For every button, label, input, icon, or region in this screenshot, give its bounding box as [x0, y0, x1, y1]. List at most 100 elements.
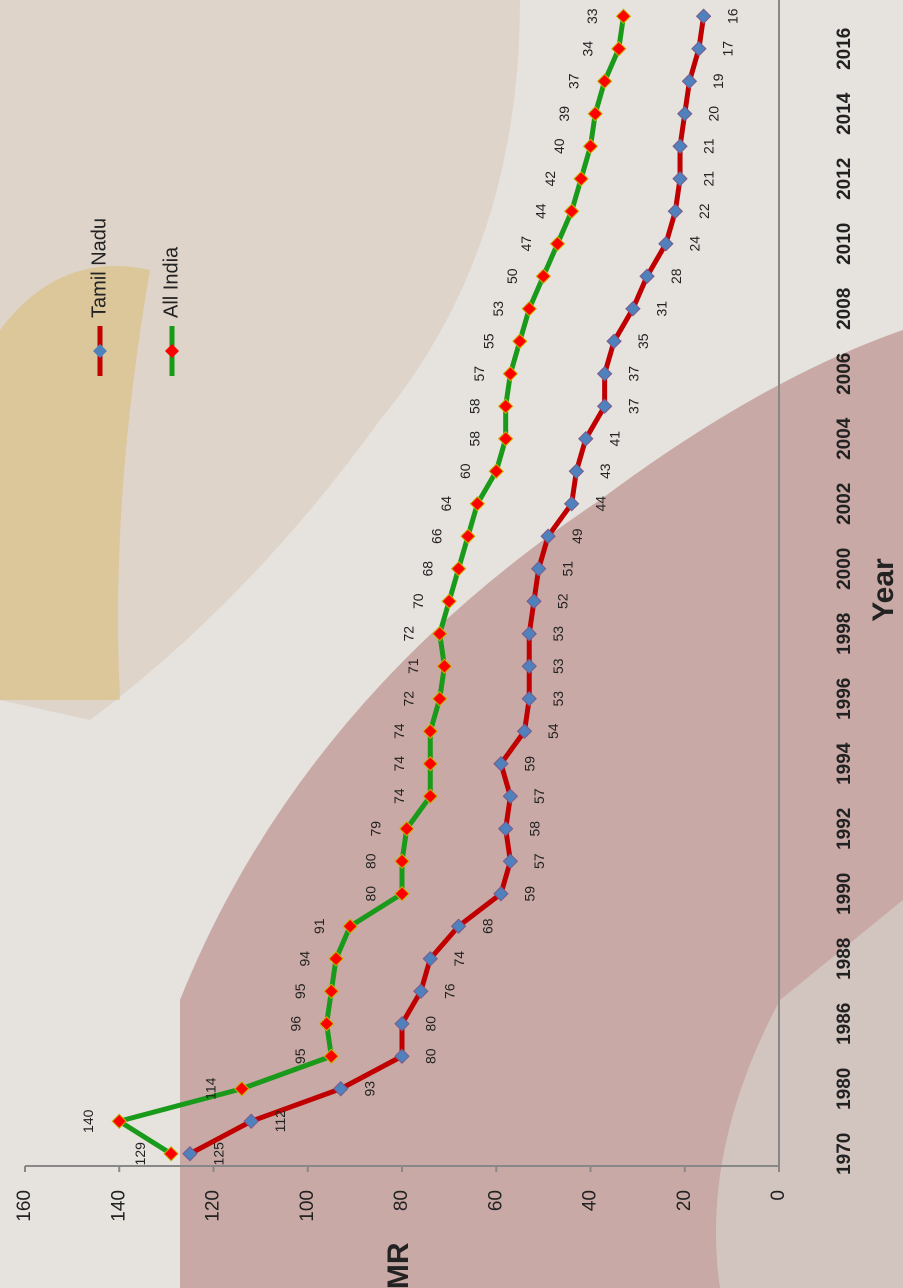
- data-point: [681, 73, 698, 89]
- x-tick-label: 1980: [834, 1068, 855, 1110]
- data-point: [667, 203, 684, 219]
- data-point: [691, 41, 707, 57]
- data-label: 58: [526, 821, 542, 837]
- data-label: 52: [555, 593, 571, 609]
- data-point: [596, 366, 613, 382]
- y-tick-label: 120: [203, 1190, 224, 1222]
- x-tick-label: 2004: [834, 417, 855, 460]
- data-label: 74: [451, 951, 467, 967]
- data-label: 20: [705, 106, 721, 122]
- data-label: 53: [490, 301, 506, 317]
- data-point: [441, 593, 457, 609]
- data-label: 112: [272, 1110, 288, 1133]
- data-label: 31: [654, 301, 670, 317]
- data-point: [563, 496, 580, 512]
- data-label: 76: [442, 983, 458, 999]
- x-tick-label: 2010: [834, 223, 855, 265]
- data-point: [502, 788, 519, 804]
- data-label: 41: [606, 431, 622, 447]
- data-label: 44: [592, 496, 608, 512]
- data-point: [394, 886, 410, 902]
- data-point: [436, 658, 453, 674]
- data-label: 16: [724, 8, 740, 24]
- x-tick-label: 2000: [834, 548, 855, 590]
- x-tick-label: 2008: [834, 288, 855, 330]
- data-point: [318, 1016, 335, 1032]
- data-point: [422, 756, 438, 772]
- data-label: 51: [559, 561, 575, 577]
- data-label: 68: [479, 918, 495, 934]
- data-label: 129: [132, 1142, 148, 1166]
- data-label: 64: [438, 496, 454, 512]
- x-tick-label: 1998: [834, 613, 855, 655]
- data-label: 17: [720, 41, 736, 57]
- data-point: [677, 106, 693, 122]
- data-label: 47: [518, 236, 534, 252]
- data-point: [530, 561, 547, 577]
- data-label: 42: [542, 171, 558, 187]
- data-point: [672, 171, 688, 187]
- x-tick-label: 2006: [834, 353, 855, 395]
- data-point: [493, 756, 509, 772]
- data-point: [328, 951, 344, 967]
- data-point: [502, 366, 519, 382]
- data-label: 58: [466, 398, 482, 414]
- data-point: [625, 301, 641, 317]
- data-point: [568, 463, 585, 479]
- data-point: [431, 626, 448, 642]
- data-label: 33: [584, 8, 600, 24]
- data-point: [596, 398, 613, 414]
- background-shape: [716, 900, 903, 1288]
- data-label: 22: [696, 203, 712, 219]
- data-point: [563, 203, 580, 219]
- data-point: [639, 268, 655, 284]
- data-label: 57: [471, 366, 487, 382]
- data-point: [394, 853, 410, 869]
- data-label: 37: [625, 366, 641, 382]
- data-label: 37: [565, 73, 581, 89]
- legend-marker: [165, 344, 179, 358]
- data-label: 35: [635, 333, 651, 349]
- data-label: 125: [211, 1142, 227, 1166]
- data-point: [488, 463, 504, 479]
- data-point: [422, 723, 438, 739]
- data-point: [582, 138, 599, 154]
- data-point: [431, 691, 448, 707]
- data-label: 74: [391, 723, 407, 739]
- data-label: 49: [569, 528, 585, 544]
- y-tick-label: 140: [108, 1190, 129, 1222]
- data-label: 53: [550, 691, 566, 707]
- data-point: [521, 658, 537, 674]
- data-label: 53: [550, 626, 566, 642]
- data-label: 57: [531, 788, 547, 804]
- data-label: 53: [550, 658, 566, 674]
- data-label: 44: [532, 203, 548, 219]
- data-label: 80: [363, 886, 379, 902]
- data-label: 140: [80, 1109, 96, 1133]
- data-label: 54: [545, 723, 561, 739]
- data-point: [497, 431, 514, 447]
- data-point: [596, 73, 613, 89]
- data-label: 80: [423, 1016, 439, 1032]
- data-point: [422, 951, 438, 967]
- data-point: [658, 236, 674, 252]
- data-point: [549, 236, 566, 252]
- data-point: [611, 41, 627, 57]
- data-label: 80: [363, 853, 379, 869]
- data-label: 40: [551, 138, 567, 154]
- data-point: [450, 561, 467, 577]
- data-point: [587, 106, 603, 122]
- data-label: 28: [668, 268, 684, 284]
- data-point: [243, 1113, 259, 1129]
- data-label: 24: [687, 236, 703, 252]
- background-shape: [0, 266, 150, 700]
- y-tick-label: 40: [580, 1190, 601, 1211]
- data-label: 37: [625, 398, 641, 414]
- x-tick-label: 2002: [834, 483, 855, 525]
- data-point: [540, 528, 556, 544]
- data-point: [450, 918, 467, 934]
- data-label: 95: [292, 983, 308, 999]
- data-label: 80: [423, 1048, 439, 1064]
- data-label: 19: [710, 73, 726, 89]
